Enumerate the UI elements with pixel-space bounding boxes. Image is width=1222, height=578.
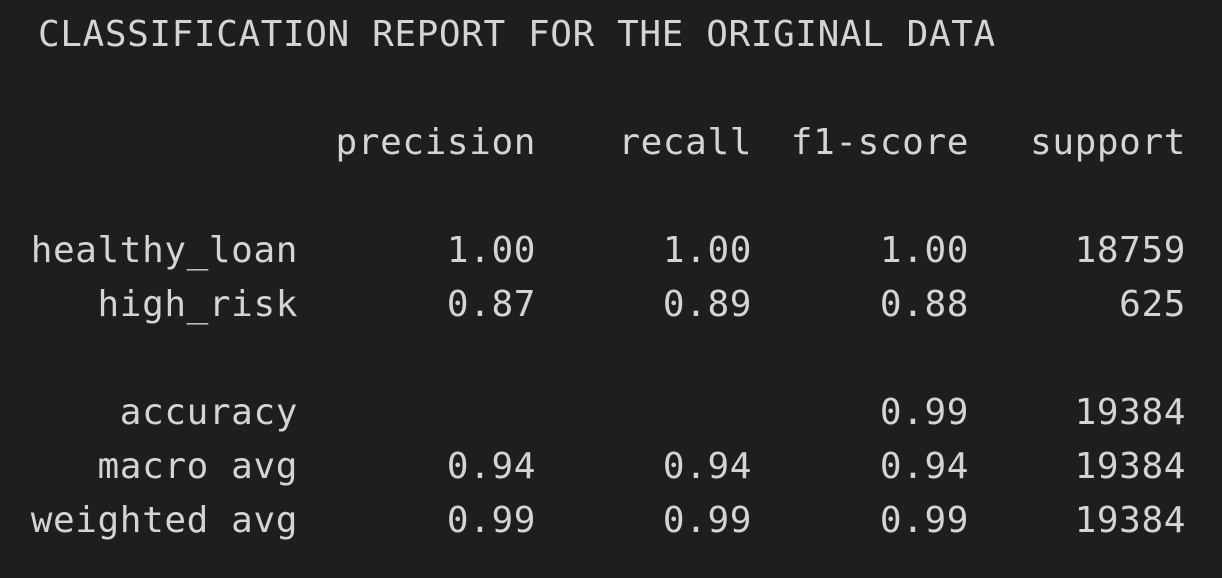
row-label-high-risk: high_risk [97,284,298,325]
header-f1-score: f1-score [790,122,969,163]
row-high-risk-f1-score: 0.88 [879,284,969,325]
row-weighted-avg-precision: 0.99 [446,500,536,541]
header-support: support [1030,122,1186,163]
row-healthy-loan-recall: 1.00 [662,230,752,271]
header-precision: precision [335,122,536,163]
row-weighted-avg-f1-score: 0.99 [879,500,969,541]
row-macro-avg-support: 19384 [1074,446,1186,487]
row-weighted-avg-recall: 0.99 [662,500,752,541]
row-label-macro-avg: macro avg [97,446,298,487]
report-title: CLASSIFICATION REPORT FOR THE ORIGINAL D… [38,14,996,55]
row-accuracy-f1-score: 0.99 [879,392,969,433]
row-macro-avg-f1-score: 0.94 [879,446,969,487]
row-macro-avg-recall: 0.94 [662,446,752,487]
row-high-risk-precision: 0.87 [446,284,536,325]
row-high-risk-recall: 0.89 [662,284,752,325]
row-healthy-loan-precision: 1.00 [446,230,536,271]
row-label-accuracy: accuracy [119,392,298,433]
row-macro-avg-precision: 0.94 [446,446,536,487]
row-weighted-avg-support: 19384 [1074,500,1186,541]
row-healthy-loan-f1-score: 1.00 [879,230,969,271]
row-healthy-loan-support: 18759 [1074,230,1186,271]
row-label-weighted-avg: weighted avg [30,500,298,541]
row-high-risk-support: 625 [1119,284,1186,325]
header-recall: recall [618,122,752,163]
row-accuracy-support: 19384 [1074,392,1186,433]
row-label-healthy-loan: healthy_loan [30,230,298,271]
